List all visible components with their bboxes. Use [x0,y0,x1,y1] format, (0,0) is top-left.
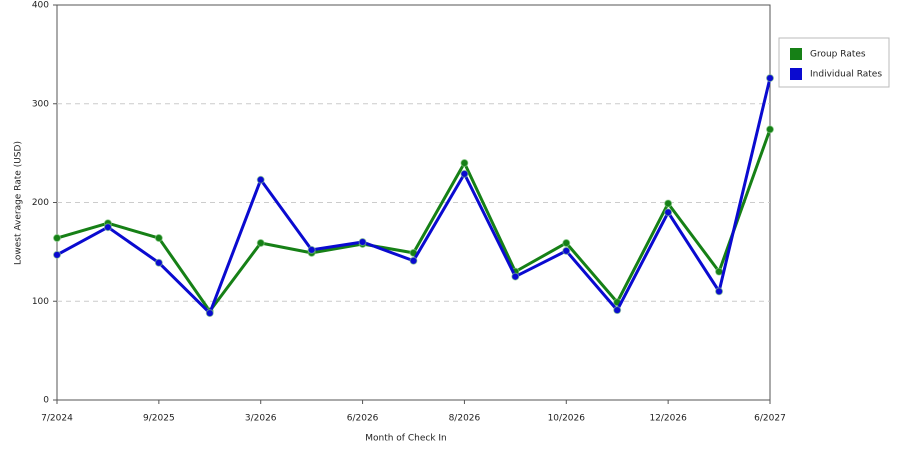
point [562,246,571,255]
point [205,309,214,318]
point [562,238,571,247]
legend-label: Individual Rates [810,70,882,80]
point [307,245,316,254]
y-tick-label: 100 [32,297,49,307]
point [103,223,112,232]
x-tick-label: 12/2026 [649,414,687,424]
point [256,238,265,247]
y-tick-label: 0 [43,396,49,406]
point [409,256,418,265]
point [53,250,61,259]
x-tick-label: 7/2024 [41,414,73,424]
y-tick-label: 200 [32,198,49,208]
point [53,234,61,243]
point [256,175,265,184]
x-tick-label: 9/2025 [143,414,175,424]
point [154,234,163,243]
point [154,258,163,267]
x-tick-label: 6/2027 [754,414,786,424]
point [664,208,673,217]
point [715,287,724,296]
x-tick-label: 8/2026 [449,414,481,424]
point [460,159,469,167]
x-tick-label: 3/2026 [245,414,277,424]
y-axis-label: Lowest Average Rate (USD) [14,141,24,265]
y-tick-label: 400 [32,1,49,11]
point [715,267,724,276]
series-line [56,77,772,315]
point [358,238,367,246]
y-tick-label: 300 [32,99,49,109]
legend-label: Group Rates [810,50,866,60]
x-axis-label: Month of Check In [365,434,447,444]
point [766,125,774,134]
point [766,74,774,83]
x-tick-label: 6/2026 [347,414,379,424]
x-tick-label: 10/2026 [548,414,586,424]
point [664,199,673,208]
legend-swatch [790,68,802,80]
point [613,306,622,315]
legend-swatch [790,48,802,60]
point [511,272,520,281]
point [460,169,469,178]
